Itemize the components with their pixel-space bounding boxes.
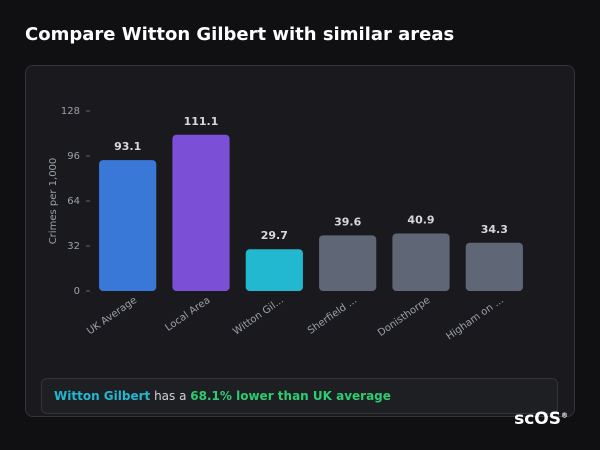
x-tick-label: Higham on ... [444, 295, 505, 343]
logo: scOS® [514, 409, 568, 429]
value-label: 111.1 [184, 115, 219, 128]
y-tick-label: 128 [61, 106, 80, 117]
value-label: 40.9 [407, 213, 434, 226]
y-tick-label: 64 [67, 196, 80, 207]
summary-connector: has a [154, 389, 187, 403]
logo-text: scOS [514, 409, 561, 429]
x-tick-label: UK Average [85, 295, 139, 337]
value-label: 39.6 [334, 215, 361, 228]
summary: Witton Gilbert has a 68.1% lower than UK… [41, 378, 558, 414]
page-title: Compare Witton Gilbert with similar area… [25, 24, 455, 45]
summary-comparison: 68.1% lower than UK average [190, 389, 391, 403]
y-tick-label: 0 [74, 286, 80, 297]
summary-area: Witton Gilbert [54, 389, 151, 403]
x-tick-label: Witton Gil... [231, 295, 285, 338]
bar [172, 134, 230, 291]
bar [99, 160, 157, 291]
value-label: 29.7 [261, 229, 288, 242]
x-tick-label: Sherfield ... [306, 295, 359, 337]
bar [319, 235, 377, 291]
logo-mark: ® [561, 411, 568, 420]
value-label: 34.3 [481, 223, 508, 236]
y-tick-label: 96 [67, 151, 80, 162]
bar [245, 249, 303, 291]
x-tick-label: Local Area [163, 295, 212, 334]
bar [392, 233, 450, 291]
y-axis-label: Crimes per 1,000 [48, 158, 59, 245]
x-tick-label: Donisthorpe [376, 295, 432, 339]
value-label: 93.1 [114, 140, 141, 153]
y-tick-label: 32 [67, 241, 80, 252]
bar [465, 242, 523, 291]
